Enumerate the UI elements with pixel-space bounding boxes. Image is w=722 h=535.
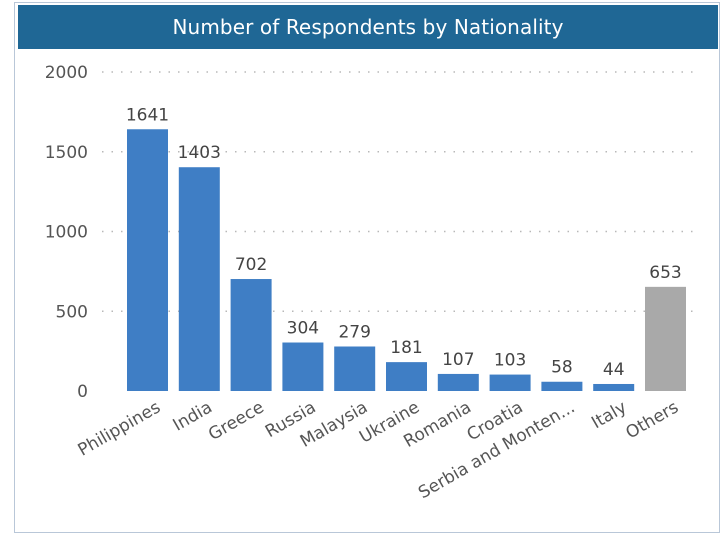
chart-title: Number of Respondents by Nationality [172, 15, 564, 39]
data-label: 702 [235, 255, 267, 275]
bar-croatia[interactable] [489, 374, 531, 391]
bar-india[interactable] [178, 167, 220, 391]
bar-russia[interactable] [282, 342, 324, 391]
bar-philippines[interactable] [127, 129, 168, 391]
category-labels: Philippines IndiaGreeceRussiaMalaysiaUkra… [75, 397, 682, 503]
data-label: 103 [494, 351, 526, 371]
bar-greece[interactable] [230, 279, 272, 391]
bar-romania[interactable] [437, 373, 479, 391]
y-tick-label: 2000 [45, 63, 88, 83]
data-label: 107 [442, 350, 474, 370]
bar-others[interactable] [645, 286, 686, 391]
bars [127, 129, 686, 391]
data-label: 304 [287, 319, 319, 339]
chart-title-bar: Number of Respondents by Nationality [18, 5, 718, 49]
data-label: 1403 [178, 143, 221, 163]
data-labels: 1641 1403 702 304 279 181 107 103 58 44 653 [126, 105, 682, 380]
bar-serbia-and-monten[interactable] [541, 381, 583, 391]
y-axis-ticks: 0 500 1000 1500 2000 [45, 63, 88, 402]
y-tick-label: 500 [56, 302, 88, 322]
y-tick-label: 1500 [45, 143, 88, 163]
bar-ukraine[interactable] [386, 362, 427, 391]
data-label: 44 [603, 360, 625, 380]
x-tick-label: Others [623, 397, 683, 443]
x-tick-label: Philippines [75, 397, 164, 460]
data-label: 181 [390, 338, 422, 358]
data-label: 653 [649, 263, 681, 283]
bar-italy[interactable] [593, 383, 635, 391]
data-label: 1641 [126, 105, 169, 125]
x-tick-label: Greece [205, 397, 267, 445]
data-label: 279 [338, 322, 370, 342]
y-tick-label: 1000 [45, 223, 88, 243]
y-tick-label: 0 [77, 382, 88, 402]
bar-malaysia[interactable] [334, 346, 376, 391]
data-label: 58 [551, 358, 573, 378]
